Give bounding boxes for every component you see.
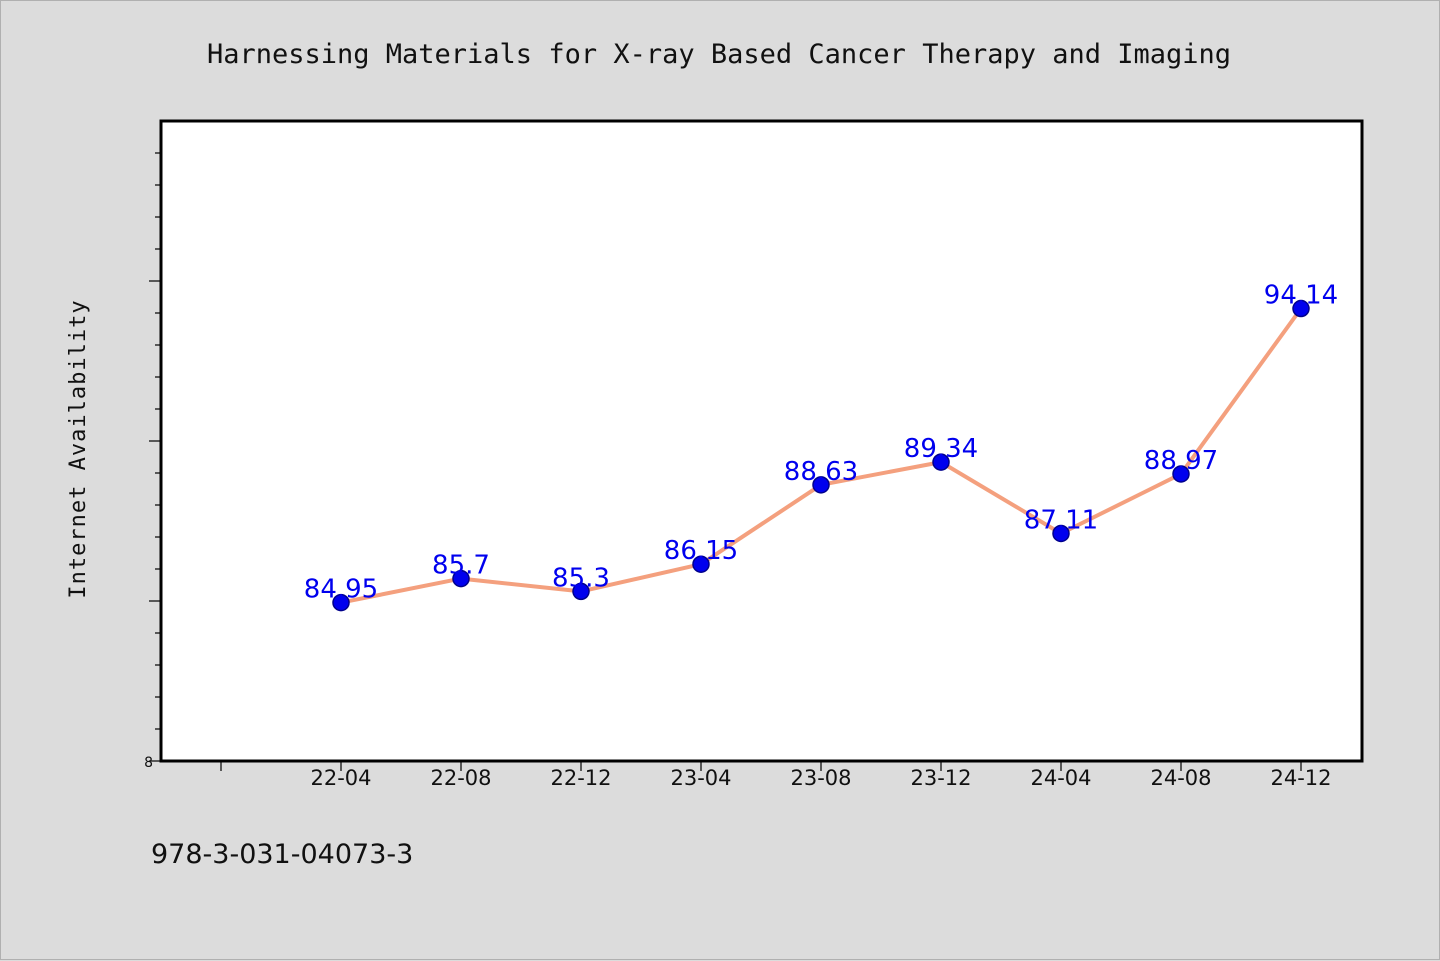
x-tick-label: 23-12 [910, 766, 971, 790]
y-axis-label: Internet Availability [66, 299, 91, 598]
x-tick-label: 24-04 [1030, 766, 1091, 790]
data-point [332, 593, 350, 612]
x-tick-label: 23-04 [670, 766, 731, 790]
plot-area [159, 119, 1364, 763]
x-tick-label: 22-12 [550, 766, 611, 790]
data-point [572, 582, 590, 601]
x-axis-ticks: 22-04 22-08 22-12 23-04 23-08 23-12 24-04 24-08… [220, 761, 1332, 790]
data-label: 94.14 [1264, 281, 1338, 311]
data-point [692, 555, 710, 573]
data-point [932, 453, 950, 471]
data-point [452, 569, 470, 588]
data-labels: 84.95 85.7 85.3 86.15 88.63 89.34 87.11 88.97 94… [304, 281, 1338, 605]
data-label: 86.15 [664, 536, 738, 566]
data-point [812, 476, 830, 494]
data-points [332, 299, 1310, 612]
footer-isbn: 978-3-031-04073-3 [151, 839, 413, 870]
data-label: 88.97 [1144, 446, 1218, 476]
data-label: 89.34 [904, 434, 978, 464]
data-label: 87.11 [1024, 505, 1098, 535]
x-tick-label: 24-12 [1270, 766, 1331, 790]
data-label: 85.7 [432, 551, 490, 581]
data-label: 88.63 [784, 457, 858, 487]
x-tick-label: 22-04 [310, 766, 371, 790]
x-tick-label: 23-08 [790, 766, 851, 790]
x-tick-label: 22-08 [430, 766, 491, 790]
data-label: 85.3 [552, 563, 610, 593]
chart-title: Harnessing Materials for X-ray Based Can… [207, 39, 1231, 70]
data-point [1292, 299, 1310, 318]
data-point [1172, 465, 1190, 483]
data-point [1052, 524, 1070, 543]
data-label: 84.95 [304, 575, 378, 605]
y-tick-label: 8 [144, 755, 153, 771]
x-tick-label: 24-08 [1150, 766, 1211, 790]
y-axis-ticks: 8 [144, 152, 161, 771]
